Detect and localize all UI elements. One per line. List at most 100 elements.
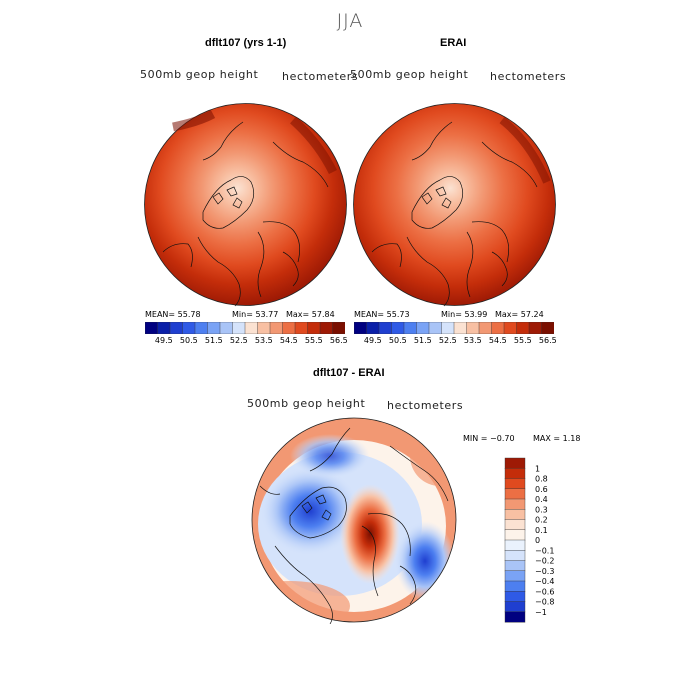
colorbar-tick-label: 49.5: [363, 336, 382, 345]
colorbar-swatch: [504, 560, 526, 572]
colorbar-swatch: [232, 322, 246, 334]
diff-panel-title: dflt107 - ERAI: [313, 367, 385, 379]
colorbar-tick-label: 53.5: [463, 336, 482, 345]
colorbar-tick-label: 50.5: [388, 336, 407, 345]
colorbar-tick-label: 52.5: [438, 336, 457, 345]
colorbar-swatch: [491, 322, 505, 334]
colorbar-swatch: [504, 601, 526, 613]
colorbar-swatch: [257, 322, 271, 334]
right-colorbar-ticks: 49.5 50.5 51.5 52.5 53.5 54.5 55.5 56.5: [354, 336, 557, 348]
colorbar-swatch: [403, 322, 418, 334]
colorbar-swatch: [516, 322, 530, 334]
colorbar-swatch: [504, 478, 526, 490]
colorbar-swatch: [504, 539, 526, 551]
diff-colorbar: 1 0.80.60.40.3 0.20.10−0.1 −0.2−0.3−0.4−0.6…: [504, 457, 554, 623]
right-max-label: Max=: [495, 310, 519, 319]
right-polar-map: [353, 103, 556, 307]
colorbar-tick-label: 0.6: [535, 485, 548, 494]
left-colorbar: [145, 322, 345, 334]
colorbar-tick-label: 56.5: [329, 336, 348, 345]
left-max-label: Max=: [286, 310, 310, 319]
colorbar-swatch: [504, 519, 526, 531]
left-mean-value: 55.78: [177, 310, 201, 319]
colorbar-swatch: [504, 611, 526, 623]
colorbar-swatch: [453, 322, 468, 334]
left-coastlines: [162, 121, 329, 307]
colorbar-tick-label: 50.5: [179, 336, 198, 345]
figure-title: JJA: [336, 10, 364, 32]
colorbar-swatch: [504, 570, 526, 582]
colorbar-tick-label: 54.5: [279, 336, 298, 345]
right-mean-value: 55.73: [386, 310, 410, 319]
diff-polar-map: [251, 417, 457, 624]
diff-positive-max: [340, 484, 400, 584]
colorbar-swatch: [307, 322, 321, 334]
colorbar-swatch: [528, 322, 543, 334]
colorbar-tick-label: −0.3: [535, 567, 554, 576]
left-polar-map: [144, 103, 347, 307]
colorbar-swatch: [282, 322, 296, 334]
colorbar-swatch: [503, 322, 518, 334]
colorbar-swatch: [466, 322, 480, 334]
left-max-value: 57.84: [311, 310, 335, 319]
diff-coastlines: [259, 427, 449, 624]
right-min-value: 53.99: [464, 310, 488, 319]
colorbar-swatch: [504, 468, 526, 480]
right-colorbar: [354, 322, 554, 334]
right-units-label: hectometers: [490, 70, 567, 83]
colorbar-swatch: [366, 322, 380, 334]
colorbar-tick-label: 53.5: [254, 336, 273, 345]
colorbar-tick-label: −0.6: [535, 587, 554, 596]
colorbar-swatch: [478, 322, 493, 334]
colorbar-swatch: [157, 322, 171, 334]
colorbar-tick-label: −0.2: [535, 557, 554, 566]
colorbar-swatch: [294, 322, 309, 334]
diff-variable-label: 500mb geop height: [247, 397, 366, 410]
colorbar-tick-label: 0: [535, 536, 540, 545]
colorbar-tick-label: −0.4: [535, 577, 554, 586]
colorbar-tick-label: 55.5: [513, 336, 532, 345]
colorbar-swatch: [332, 322, 345, 334]
colorbar-swatch: [504, 498, 526, 510]
colorbar-swatch: [441, 322, 455, 334]
colorbar-swatch: [207, 322, 221, 334]
colorbar-swatch: [504, 529, 526, 541]
left-colorbar-ticks: 49.5 50.5 51.5 52.5 53.5 54.5 55.5 56.5: [145, 336, 348, 348]
colorbar-swatch: [504, 457, 526, 469]
colorbar-swatch: [354, 322, 368, 334]
diff-max-label: MAX =: [533, 434, 561, 443]
diff-min-label: MIN =: [463, 434, 488, 443]
colorbar-tick-label: −0.1: [535, 546, 554, 555]
colorbar-tick-label: 51.5: [204, 336, 223, 345]
diff-min-value: −0.70: [490, 434, 515, 443]
colorbar-swatch: [504, 591, 526, 603]
colorbar-swatch: [416, 322, 430, 334]
colorbar-tick-label: −0.8: [535, 598, 554, 607]
colorbar-swatch: [219, 322, 234, 334]
right-mean-label: MEAN=: [354, 310, 385, 319]
colorbar-swatch: [504, 550, 526, 562]
colorbar-tick-label: 0.4: [535, 495, 548, 504]
colorbar-tick-label: −1: [535, 608, 547, 617]
right-panel-title: ERAI: [440, 37, 467, 49]
colorbar-tick-label: 0.8: [535, 475, 548, 484]
colorbar-tick-label: 55.5: [304, 336, 323, 345]
colorbar-tick-label: 54.5: [488, 336, 507, 345]
diff-max-value: 1.18: [562, 434, 581, 443]
right-variable-label: 500mb geop height: [350, 68, 469, 81]
colorbar-swatch: [504, 580, 526, 592]
right-min-label: Min=: [441, 310, 462, 319]
colorbar-swatch: [244, 322, 259, 334]
colorbar-swatch: [194, 322, 209, 334]
colorbar-swatch: [504, 509, 526, 521]
colorbar-tick-label: 51.5: [413, 336, 432, 345]
colorbar-tick-label: 0.3: [535, 505, 548, 514]
left-min-label: Min=: [232, 310, 253, 319]
colorbar-tick-label: 52.5: [229, 336, 248, 345]
colorbar-swatch: [391, 322, 405, 334]
left-units-label: hectometers: [282, 70, 359, 83]
colorbar-swatch: [145, 322, 159, 334]
colorbar-swatch: [504, 488, 526, 500]
left-variable-label: 500mb geop height: [140, 68, 259, 81]
colorbar-tick-label: 1: [535, 464, 540, 473]
